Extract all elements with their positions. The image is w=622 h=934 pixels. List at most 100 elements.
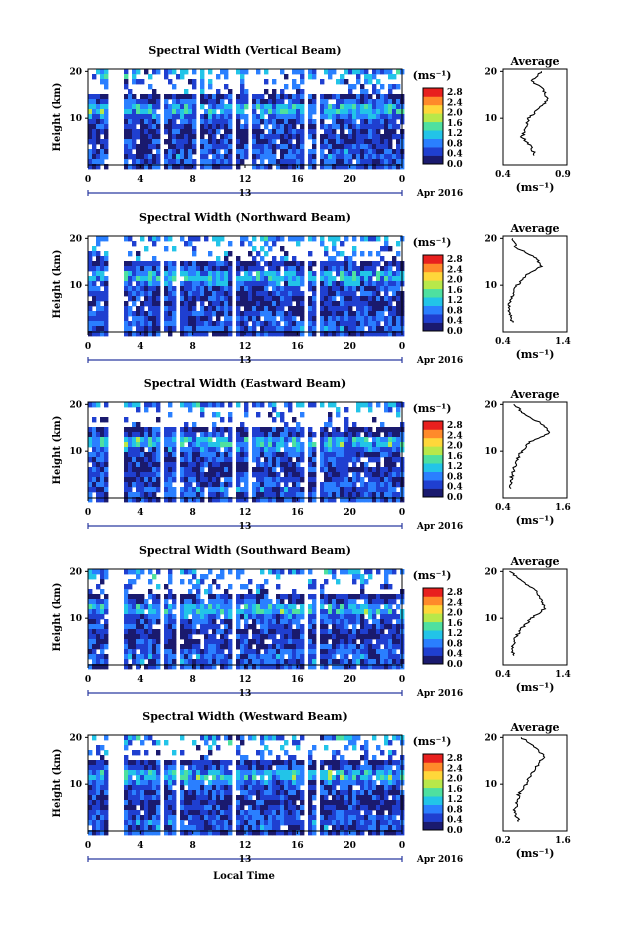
heatmap-cell [236, 447, 240, 452]
heatmap-cell [380, 629, 384, 634]
heatmap-cell [148, 569, 152, 574]
heatmap-cell [288, 427, 292, 432]
heatmap-cell [216, 649, 220, 654]
heatmap-cell [88, 286, 92, 291]
heatmap-cell [180, 114, 184, 119]
heatmap-cell [104, 311, 108, 316]
heatmap-cell [184, 241, 188, 246]
heatmap-cell [240, 614, 244, 619]
heatmap-cell [100, 472, 104, 477]
heatmap-cell [128, 619, 132, 624]
heatmap-cell [284, 634, 288, 639]
heatmap-cell [296, 84, 300, 89]
heatmap-cell [144, 261, 148, 266]
heatmap-cell [192, 149, 196, 154]
heatmap-cell [276, 109, 280, 114]
heatmap-cell [272, 477, 276, 482]
heatmap-cell [192, 271, 196, 276]
date-label: Apr 2016 [416, 689, 463, 699]
heatmap-cell [308, 492, 312, 497]
heatmap-cell [280, 286, 284, 291]
heatmap-cell [144, 124, 148, 129]
heatmap-cell [88, 482, 92, 487]
heatmap-cell [212, 594, 216, 599]
heatmap-cell [148, 639, 152, 644]
heatmap-cell [124, 276, 128, 281]
heatmap-cell [188, 472, 192, 477]
heatmap-cell [204, 94, 208, 99]
heatmap-cell [384, 266, 388, 271]
heatmap-cell [172, 159, 176, 164]
heatmap-cell [152, 326, 156, 331]
heatmap-cell [148, 780, 152, 785]
heatmap-cell [328, 422, 332, 427]
heatmap-cell [128, 276, 132, 281]
heatmap-cell [92, 301, 96, 306]
heatmap-cell [284, 74, 288, 79]
heatmap-cell [380, 271, 384, 276]
heatmap-cell [244, 614, 248, 619]
heatmap-cell [248, 261, 252, 266]
heatmap-cell [124, 94, 128, 99]
heatmap-cell [152, 639, 156, 644]
heatmap-cell [124, 99, 128, 104]
heatmap-cell [140, 326, 144, 331]
colorbar-tick-label: 0.4 [447, 650, 463, 660]
heatmap-cell [256, 261, 260, 266]
heatmap-cell [384, 649, 388, 654]
heatmap-cell [372, 452, 376, 457]
heatmap-cell [196, 820, 200, 825]
heatmap-cell [172, 301, 176, 306]
heatmap-cell [344, 79, 348, 84]
heatmap-cell [356, 604, 360, 609]
heatmap-cell [340, 124, 344, 129]
heatmap-cell [264, 619, 268, 624]
heatmap-cells [88, 402, 404, 502]
heatmap-cell [128, 452, 132, 457]
heatmap-cell [92, 619, 96, 624]
heatmap-cell [372, 472, 376, 477]
heatmap-cell [156, 482, 160, 487]
heatmap-cell [236, 594, 240, 599]
heatmap-cell [320, 301, 324, 306]
heatmap-cell [272, 296, 276, 301]
heatmap-cell [320, 241, 324, 246]
heatmap-cell [88, 124, 92, 129]
heatmap-cell [140, 99, 144, 104]
heatmap-cell [192, 134, 196, 139]
heatmap-cell [128, 109, 132, 114]
heatmap-cell [368, 154, 372, 159]
heatmap-cell [220, 266, 224, 271]
heatmap-cell [392, 402, 396, 407]
heatmap-cell [296, 139, 300, 144]
heatmap-cell [292, 271, 296, 276]
heatmap-cell [204, 261, 208, 266]
heatmap-cell [252, 402, 256, 407]
heatmap-cell [332, 482, 336, 487]
heatmap-cell [100, 129, 104, 134]
heatmap-cell [92, 760, 96, 765]
heatmap-cell [328, 472, 332, 477]
heatmap-cell [220, 99, 224, 104]
heatmap-cell [236, 467, 240, 472]
heatmap-cell [272, 154, 276, 159]
heatmap-cell [308, 311, 312, 316]
heatmap-cell [180, 139, 184, 144]
colorbar-unit: (ms⁻¹) [413, 236, 452, 249]
heatmap-cell [140, 139, 144, 144]
heatmap-cell [216, 261, 220, 266]
heatmap-cell [376, 79, 380, 84]
heatmap-cell [272, 301, 276, 306]
colorbar-swatch [423, 647, 443, 656]
heatmap-cell [152, 462, 156, 467]
heatmap-cell [280, 109, 284, 114]
heatmap-cell [288, 659, 292, 664]
heatmap-cell [212, 614, 216, 619]
x-tick-label: 16 [291, 675, 304, 685]
heatmap-cell [276, 624, 280, 629]
heatmap-cell [272, 99, 276, 104]
heatmap-cell [168, 301, 172, 306]
heatmap-cell [148, 321, 152, 326]
heatmap-cell [140, 477, 144, 482]
heatmap-cell [288, 614, 292, 619]
